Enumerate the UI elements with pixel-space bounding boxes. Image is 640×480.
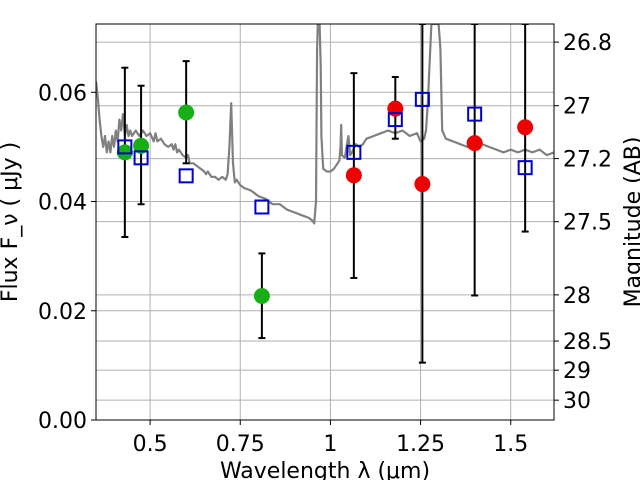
grid <box>96 24 554 421</box>
x-tick-label: 1.25 <box>396 432 445 457</box>
spectrum-layer <box>96 24 554 225</box>
x-tick-label: 1 <box>323 432 337 457</box>
x-tick-label: 1.5 <box>493 432 528 457</box>
observed-flux-point <box>133 137 150 154</box>
observed-flux-point <box>414 176 431 193</box>
observed-flux-point <box>178 104 195 121</box>
observed-flux-point <box>517 119 534 136</box>
model-photometry-point <box>517 160 533 176</box>
y2-tick-label: 28 <box>563 284 591 309</box>
model-photometry-point <box>387 112 403 128</box>
y2-tick-label: 26.8 <box>563 31 612 56</box>
y-tick-label: 0.02 <box>38 300 87 325</box>
model-photometry-point <box>467 106 483 122</box>
model-photometry-point <box>346 144 362 160</box>
y-tick-label: 0.04 <box>38 191 87 216</box>
y2-axis-ticks: 26.8 27 27.2 27.5 28 28.5 29 30 <box>554 31 612 414</box>
model-photometry-point <box>117 139 133 155</box>
y-tick-label: 0.00 <box>38 409 87 434</box>
y2-axis-label: Magnitude (AB) <box>621 137 640 308</box>
x-tick-label: 0.75 <box>216 432 265 457</box>
model-photometry-point <box>414 91 430 107</box>
y2-tick-label: 27.5 <box>563 211 612 236</box>
observed-flux-point <box>466 135 483 152</box>
observed-flux-point <box>253 288 270 305</box>
model-photometry-point <box>133 150 149 166</box>
model-photometry-point <box>254 199 270 215</box>
y2-tick-label: 27.2 <box>563 148 612 173</box>
errorbar-layer <box>121 24 529 364</box>
model-photometry-point <box>178 168 194 184</box>
y2-tick-label: 28.5 <box>563 330 612 355</box>
y2-tick-label: 30 <box>563 389 591 414</box>
x-tick-label: 0.5 <box>133 432 168 457</box>
y2-tick-label: 29 <box>563 359 591 384</box>
y-axis-label: Flux F_ν ( μJy ) <box>0 142 23 302</box>
marker-layer <box>116 91 534 305</box>
y2-tick-label: 27 <box>563 95 591 120</box>
observed-flux-point <box>116 144 133 161</box>
x-axis-label: Wavelength λ (μm) <box>220 459 430 480</box>
model-spectrum-line <box>96 24 554 225</box>
y-tick-label: 0.06 <box>38 81 87 106</box>
observed-flux-point <box>345 167 362 184</box>
x-axis-ticks: 0.5 0.75 1 1.25 1.5 <box>133 420 528 457</box>
y-axis-ticks: 0.00 0.02 0.04 0.06 <box>38 81 96 434</box>
